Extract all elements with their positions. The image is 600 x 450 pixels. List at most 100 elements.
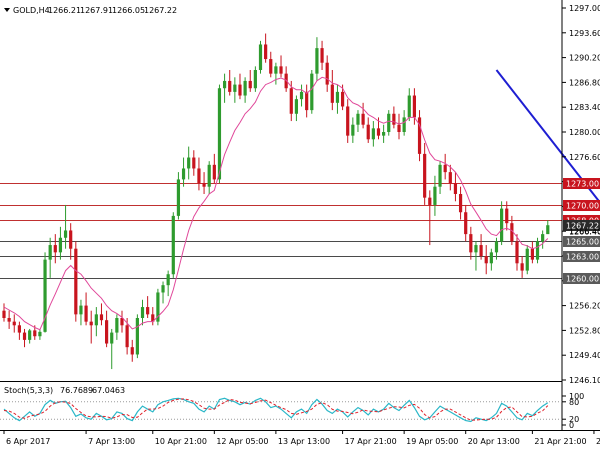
candle-body <box>228 80 232 92</box>
header-close: 1267.22 <box>144 6 177 15</box>
candle-body <box>382 132 386 136</box>
candle-body <box>89 321 93 326</box>
candle-body <box>125 325 129 348</box>
candle-body <box>366 124 370 140</box>
candle-body <box>79 305 83 315</box>
candle-body <box>397 124 401 132</box>
x-tick-label: 17 Apr 21:00 <box>345 437 397 446</box>
candle-body <box>515 241 519 264</box>
y-tick-label: 1252.80 <box>569 326 600 335</box>
y-tick-label: 1297.00 <box>569 4 600 13</box>
y-tick-label: 1276.60 <box>569 153 600 162</box>
candle-body <box>192 157 196 169</box>
x-tick-label: 13 Apr 13:00 <box>278 437 330 446</box>
candle-body <box>151 314 155 322</box>
candle-body <box>525 248 529 271</box>
candle-body <box>120 318 124 326</box>
candle-body <box>248 80 252 89</box>
candle-body <box>63 230 68 238</box>
candle-body <box>274 66 278 74</box>
candle-body <box>346 106 350 136</box>
moving-average <box>3 76 549 331</box>
candle-body <box>33 330 37 337</box>
candle-body <box>243 80 247 96</box>
candle-body <box>433 186 437 205</box>
candle-body <box>197 168 201 184</box>
candle-body <box>99 314 104 321</box>
header-low: 1266.05 <box>112 6 145 15</box>
candle-body <box>494 241 499 253</box>
level-badge <box>563 273 600 284</box>
candle-body <box>479 245 483 256</box>
ma-line <box>3 76 549 331</box>
candle-body <box>264 44 268 60</box>
y-tick-label: 1293.60 <box>569 29 600 38</box>
candle-body <box>166 274 170 286</box>
candle-body <box>464 212 468 235</box>
candle-body <box>7 318 11 322</box>
candle-body <box>269 59 273 74</box>
candle-body <box>335 91 340 103</box>
candle-body <box>289 88 293 114</box>
candle-body <box>310 73 314 111</box>
candle-body <box>351 124 355 136</box>
candle-body <box>469 234 473 253</box>
candle-body <box>392 113 396 125</box>
candle-body <box>458 194 463 213</box>
candle-body <box>171 215 175 275</box>
level-badge-label: 1265.00 <box>566 238 599 247</box>
candle-body <box>58 237 63 253</box>
level-badge-label: 1273.00 <box>566 180 599 189</box>
header-symbol: GOLD,H4 <box>13 6 50 15</box>
candle-body <box>238 84 242 96</box>
candle-body <box>356 113 360 125</box>
candle-body <box>417 117 422 154</box>
level-badge <box>563 251 600 262</box>
stoch-signal-line <box>3 398 549 421</box>
candle-body <box>489 252 493 264</box>
chart-header: GOLD,H4 1266.21 1267.91 1266.05 1267.22 <box>4 6 177 15</box>
candle-body <box>294 99 299 114</box>
candle-body <box>407 95 411 118</box>
candle-body <box>94 314 98 326</box>
time-axis-ticks: 6 Apr 2017 7 Apr 13:00 10 Apr 21:00 12 Apr … <box>3 430 600 446</box>
level-badge-label: 1260.00 <box>566 275 599 284</box>
candle-body <box>546 225 550 235</box>
candle-body <box>520 263 524 271</box>
candle-body <box>202 183 206 187</box>
candle-body <box>412 95 416 118</box>
y-tick-label: 1246.10 <box>569 376 600 385</box>
candle-body <box>448 172 452 184</box>
candle-body <box>387 113 391 132</box>
x-tick-label: 10 Apr 21:00 <box>155 437 207 446</box>
price-badges: 1273.001270.001268.001265.001263.001260.… <box>563 178 600 284</box>
candle-body <box>187 157 191 169</box>
header-high: 1267.91 <box>80 6 113 15</box>
candle-body <box>217 88 222 180</box>
candle-body <box>135 318 139 355</box>
x-tick-label: 21 Apr 21:00 <box>534 437 586 446</box>
candle-body <box>305 91 309 111</box>
candle-body <box>74 248 78 315</box>
candle-body <box>43 259 47 332</box>
stoch-label: Stoch(5,3,3) <box>4 386 53 395</box>
candle-body <box>361 113 365 125</box>
candle-body <box>325 62 329 85</box>
x-tick-label: 19 Apr 05:00 <box>406 437 458 446</box>
candle-body <box>105 320 109 344</box>
stoch-d-value: 67.0463 <box>92 386 125 395</box>
candle-body <box>69 230 73 249</box>
y-tick-label: 1249.40 <box>569 351 600 360</box>
level-badge-label: 1270.00 <box>566 202 599 211</box>
header-open: 1266.21 <box>48 6 81 15</box>
price-pane <box>0 33 600 370</box>
candle-body <box>84 305 88 322</box>
x-tick-label: 20 Apr 13:00 <box>468 437 520 446</box>
level-badge <box>563 236 600 247</box>
candle-body <box>28 330 32 340</box>
dropdown-triangle-icon[interactable] <box>4 8 10 12</box>
candle-body <box>453 183 458 194</box>
